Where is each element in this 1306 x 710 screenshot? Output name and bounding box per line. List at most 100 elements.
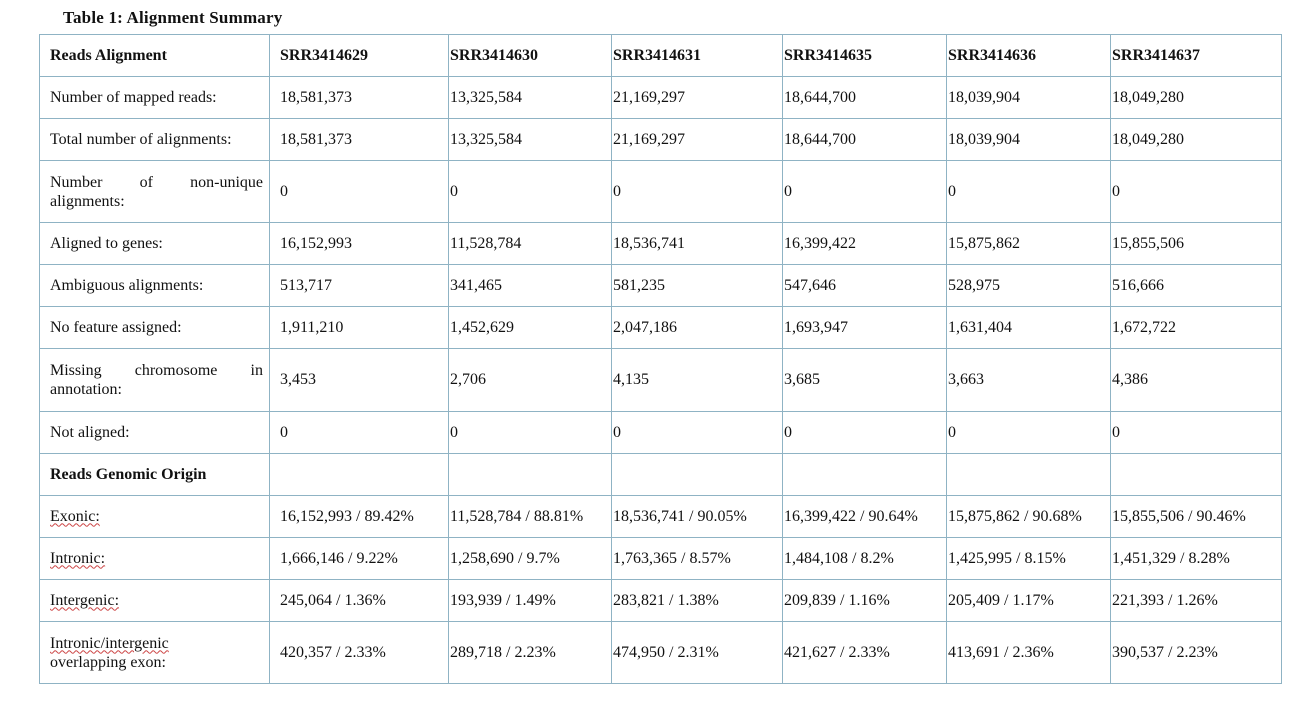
header-sample: SRR3414637 (1110, 34, 1282, 77)
table-cell: 3,685 (782, 348, 947, 412)
table-cell: 283,821 / 1.38% (611, 579, 783, 622)
row-label: Intronic: (39, 537, 270, 580)
table-cell: 193,939 / 1.49% (448, 579, 612, 622)
row-label: Not aligned: (39, 411, 270, 454)
table-cell: 16,399,422 (782, 222, 947, 265)
table-cell: 209,839 / 1.16% (782, 579, 947, 622)
table-row: Intronic: 1,666,146 / 9.22% 1,258,690 / … (39, 537, 1282, 580)
table-cell: 1,672,722 (1110, 306, 1282, 349)
table-cell: 15,875,862 (946, 222, 1111, 265)
table-cell: 15,855,506 / 90.46% (1110, 495, 1282, 538)
table-cell: 3,453 (269, 348, 449, 412)
row-label: Intronic/intergenic overlapping exon: (39, 621, 270, 684)
table-cell: 0 (946, 411, 1111, 454)
table-cell: 0 (611, 160, 783, 223)
header-reads-alignment: Reads Alignment (39, 34, 270, 77)
table-cell: 11,528,784 / 88.81% (448, 495, 612, 538)
table-cell: 4,135 (611, 348, 783, 412)
table-row: Ambiguous alignments: 513,717 341,465 58… (39, 264, 1282, 307)
row-label: Aligned to genes: (39, 222, 270, 265)
table-cell: 289,718 / 2.23% (448, 621, 612, 684)
table-row: Number of mapped reads: 18,581,373 13,32… (39, 76, 1282, 119)
table-cell: 421,627 / 2.33% (782, 621, 947, 684)
row-label: Number of mapped reads: (39, 76, 270, 119)
table-cell: 2,047,186 (611, 306, 783, 349)
row-label: Total number of alignments: (39, 118, 270, 161)
table-cell: 1,911,210 (269, 306, 449, 349)
empty-cell (269, 453, 449, 496)
row-label: No feature assigned: (39, 306, 270, 349)
table-cell: 0 (611, 411, 783, 454)
row-label-line1: Intronic/intergenic (50, 634, 169, 652)
table-cell: 581,235 (611, 264, 783, 307)
table-cell: 0 (782, 411, 947, 454)
header-sample: SRR3414630 (448, 34, 612, 77)
empty-cell (946, 453, 1111, 496)
row-label: Exonic: (39, 495, 270, 538)
row-label-line2: overlapping exon: (50, 653, 166, 671)
table-cell: 474,950 / 2.31% (611, 621, 783, 684)
table-cell: 1,258,690 / 9.7% (448, 537, 612, 580)
row-label-text: Intronic: (50, 549, 106, 567)
table-cell: 18,039,904 (946, 118, 1111, 161)
table-cell: 16,152,993 / 89.42% (269, 495, 449, 538)
table-cell: 18,536,741 (611, 222, 783, 265)
table-cell: 1,451,329 / 8.28% (1110, 537, 1282, 580)
table-cell: 205,409 / 1.17% (946, 579, 1111, 622)
table-cell: 1,425,995 / 8.15% (946, 537, 1111, 580)
table-cell: 1,631,404 (946, 306, 1111, 349)
table-cell: 16,399,422 / 90.64% (782, 495, 947, 538)
section-header-reads-genomic-origin: Reads Genomic Origin (39, 453, 270, 496)
header-sample: SRR3414629 (269, 34, 449, 77)
section-header-row: Reads Genomic Origin (39, 453, 1282, 496)
table-cell: 1,666,146 / 9.22% (269, 537, 449, 580)
table-cell: 21,169,297 (611, 118, 783, 161)
table-cell: 528,975 (946, 264, 1111, 307)
table-cell: 21,169,297 (611, 76, 783, 119)
table-cell: 18,644,700 (782, 118, 947, 161)
table-cell: 341,465 (448, 264, 612, 307)
table-caption: Table 1: Alignment Summary (63, 8, 283, 27)
table-cell: 513,717 (269, 264, 449, 307)
table-cell: 1,763,365 / 8.57% (611, 537, 783, 580)
table-cell: 420,357 / 2.33% (269, 621, 449, 684)
table-cell: 0 (946, 160, 1111, 223)
table-row: Missing chromosome in annotation: 3,453 … (39, 348, 1282, 412)
table-cell: 0 (1110, 160, 1282, 223)
table-cell: 547,646 (782, 264, 947, 307)
row-label-text: Intergenic: (50, 591, 120, 609)
row-label: Ambiguous alignments: (39, 264, 270, 307)
row-label: Number of non-unique alignments: (39, 160, 270, 223)
table-row: Total number of alignments: 18,581,373 1… (39, 118, 1282, 161)
header-row: Reads Alignment SRR3414629 SRR3414630 SR… (39, 34, 1282, 77)
table-cell: 18,039,904 (946, 76, 1111, 119)
table-cell: 0 (448, 411, 612, 454)
table-cell: 18,581,373 (269, 76, 449, 119)
empty-cell (611, 453, 783, 496)
table-cell: 516,666 (1110, 264, 1282, 307)
table-cell: 13,325,584 (448, 76, 612, 119)
table-cell: 4,386 (1110, 348, 1282, 412)
table-cell: 245,064 / 1.36% (269, 579, 449, 622)
table-row: Intergenic: 245,064 / 1.36% 193,939 / 1.… (39, 579, 1282, 622)
row-label: Intergenic: (39, 579, 270, 622)
empty-cell (1110, 453, 1282, 496)
table-cell: 0 (1110, 411, 1282, 454)
table-cell: 221,393 / 1.26% (1110, 579, 1282, 622)
table-cell: 1,693,947 (782, 306, 947, 349)
table-cell: 18,049,280 (1110, 118, 1282, 161)
empty-cell (448, 453, 612, 496)
table-row: Exonic: 16,152,993 / 89.42% 11,528,784 /… (39, 495, 1282, 538)
empty-cell (782, 453, 947, 496)
table-cell: 15,855,506 (1110, 222, 1282, 265)
table-cell: 1,452,629 (448, 306, 612, 349)
table-cell: 16,152,993 (269, 222, 449, 265)
alignment-summary-table: Reads Alignment SRR3414629 SRR3414630 SR… (39, 34, 1282, 684)
table-cell: 2,706 (448, 348, 612, 412)
table-cell: 413,691 / 2.36% (946, 621, 1111, 684)
table-row: Number of non-unique alignments: 0 0 0 0… (39, 160, 1282, 223)
table-row: No feature assigned: 1,911,210 1,452,629… (39, 306, 1282, 349)
row-label: Missing chromosome in annotation: (39, 348, 270, 412)
table-cell: 18,644,700 (782, 76, 947, 119)
header-sample: SRR3414631 (611, 34, 783, 77)
